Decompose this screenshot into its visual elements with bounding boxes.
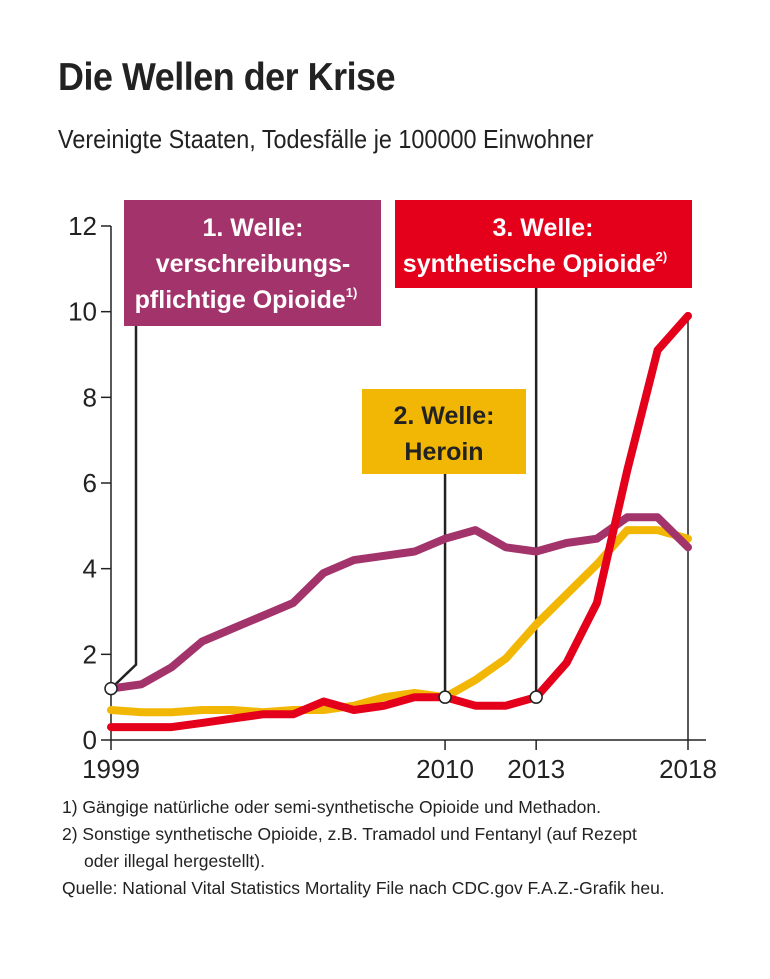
y-tick-label: 4 (83, 554, 97, 584)
chart-subtitle: Vereinigte Staaten, Todesfälle je 100000… (58, 124, 594, 154)
footnotes: 1) Gängige natürliche oder semi-syntheti… (62, 794, 762, 902)
callout-box-bg (362, 389, 526, 474)
callout-boxes: 1. Welle: verschreibungs-pflichtige Opioi… (124, 200, 692, 474)
callout-label-line: 2. Welle: (394, 402, 495, 430)
callout-box-bg (124, 200, 381, 326)
callout-box-bg (395, 200, 692, 288)
callout-box-2: 2. Welle: Heroin (362, 389, 526, 474)
synthetic-opioids-line (107, 311, 692, 732)
y-tick-label: 10 (68, 297, 97, 327)
footnote-2-line-2: oder illegal hergestellt). (84, 851, 265, 871)
callout-label-line: Heroin (404, 438, 483, 466)
source-line: Quelle: National Vital Statistics Mortal… (62, 878, 665, 898)
callout-point-marker (438, 690, 452, 704)
y-tick-label: 6 (83, 468, 97, 498)
x-tick-label: 2018 (659, 754, 717, 784)
x-tick-label: 2013 (507, 754, 565, 784)
y-tick-label: 8 (83, 382, 97, 412)
callout-label-line: synthetische Opioide2) (403, 249, 667, 278)
callout-box-1: 1. Welle: verschreibungs-pflichtige Opioi… (124, 200, 381, 326)
prescription-opioids-line (107, 513, 692, 693)
x-tick-label: 2010 (416, 754, 474, 784)
callout-label-line: pflichtige Opioide1) (135, 285, 358, 314)
footnote-mark: 1) (346, 285, 358, 300)
callout-box-3: 3. Welle: synthetische Opioide2) (395, 200, 692, 288)
footnote-2-line-1: 2) Sonstige synthetische Opioide, z.B. T… (62, 824, 637, 844)
callout-label-line: 3. Welle: (493, 214, 594, 242)
axes: 0 2 4 6 8 10 12 1999 2010 2013 2018 (68, 211, 717, 784)
chart-title: Die Wellen der Krise (58, 56, 396, 99)
line-chart: 0 2 4 6 8 10 12 1999 2010 2013 2018 1. Welle: versc… (68, 200, 717, 784)
callout-leaders (110, 288, 689, 740)
callout-markers (104, 681, 543, 704)
callout-label-line: verschreibungs- (156, 250, 351, 278)
callout-leader-line (110, 326, 138, 690)
x-tick-label: 1999 (82, 754, 140, 784)
y-tick-label: 12 (68, 211, 97, 241)
y-tick-label: 0 (83, 725, 97, 755)
y-tick-label: 2 (83, 639, 97, 669)
heroin-line (107, 526, 692, 717)
callout-point-marker (529, 690, 543, 704)
series-lines (107, 311, 692, 732)
footnote-1: 1) Gängige natürliche oder semi-syntheti… (62, 797, 601, 817)
footnote-mark: 2) (656, 249, 668, 264)
callout-point-marker (104, 681, 118, 696)
callout-label-line: 1. Welle: (203, 214, 304, 242)
